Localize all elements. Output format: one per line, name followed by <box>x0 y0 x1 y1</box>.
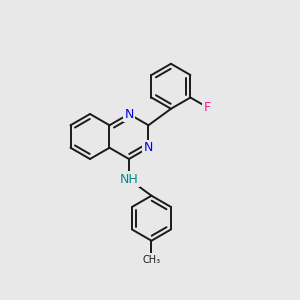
Text: N: N <box>144 141 153 154</box>
Text: F: F <box>203 100 211 114</box>
Text: N: N <box>124 107 134 121</box>
Text: CH₃: CH₃ <box>142 255 160 265</box>
Text: NH: NH <box>120 173 138 186</box>
